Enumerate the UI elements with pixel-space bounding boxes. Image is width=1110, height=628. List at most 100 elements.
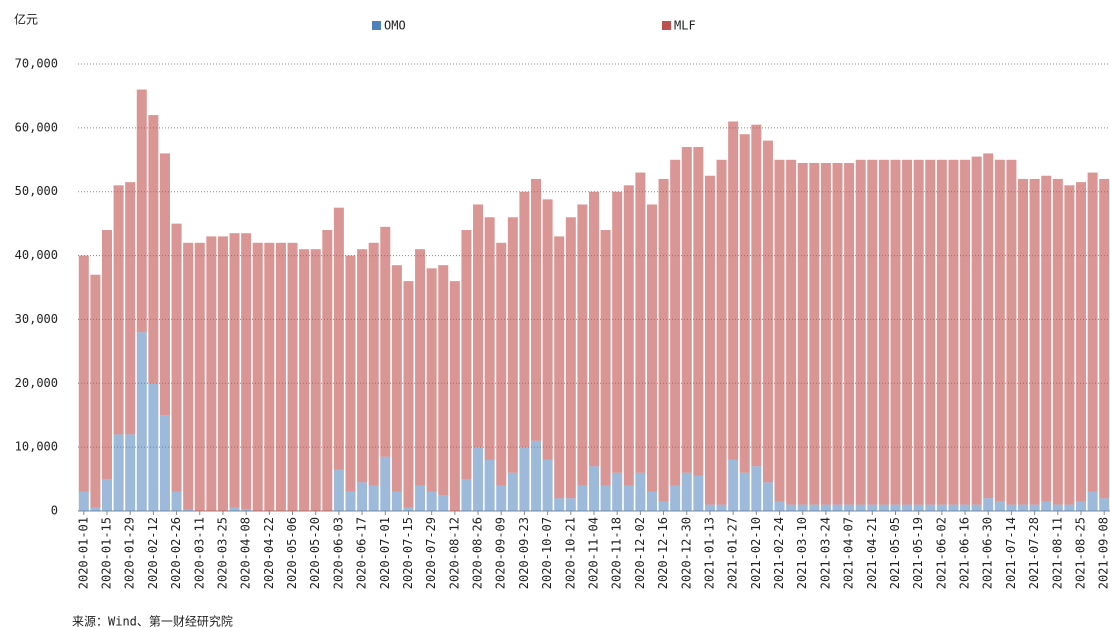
bar-segment [971,156,982,505]
bar-segment [948,504,959,511]
bar-segment [299,249,310,511]
bar-segment [519,191,530,448]
bar-segment [507,217,518,473]
bar-segment [762,140,773,483]
bar-segment [1099,178,1110,499]
bar-segment [844,162,855,505]
bar-segment [345,255,356,492]
bar-segment [391,265,402,492]
bar-segment [183,242,194,510]
y-tick-label: 10,000 [15,440,58,454]
bar-segment [623,185,634,486]
source-note: 来源：Wind、第一财经研究院 [72,614,233,628]
bar-segment [507,472,518,511]
bar-segment [159,153,170,416]
bar-segment [449,281,460,511]
bar-segment [786,159,797,505]
x-tick-label: 2020-03-11 [192,517,206,589]
bar-segment [600,485,611,511]
bar-segment [739,134,750,473]
bar-segment [275,242,286,512]
bar-segment [496,485,507,511]
bar-segment [902,504,913,511]
bar-segment [832,504,843,511]
bar-segment [113,185,124,435]
bar-segment [936,504,947,511]
bar-segment [554,236,565,499]
x-tick-label: 2021-09-08 [1097,517,1110,589]
x-tick-label: 2020-11-18 [610,517,624,589]
bar-segment [994,501,1005,511]
y-tick-label: 60,000 [15,120,58,134]
bar-segment [1076,182,1087,502]
bar-segment [890,504,901,511]
bar-segment [380,456,391,511]
bar-segment [368,242,379,486]
bar-segment [1052,178,1063,505]
x-tick-label: 2020-06-17 [355,517,369,589]
bar-segment [623,485,634,511]
bar-segment [577,204,588,486]
bar-segment [229,233,240,508]
bar-segment [565,498,576,511]
bar-segment [762,482,773,511]
bar-segment [148,383,159,511]
x-tick-label: 2020-07-29 [424,517,438,589]
bar-segment [171,223,182,492]
bar-segment [693,475,704,511]
bar-segment [878,504,889,511]
bar-segment [217,236,228,511]
bar-segment [357,249,368,483]
bar-segment [1006,159,1017,505]
y-tick-label: 40,000 [15,248,58,262]
y-tick-label: 70,000 [15,57,58,71]
bar-segment [693,147,704,476]
bar-segment [612,472,623,511]
x-tick-label: 2021-04-07 [842,517,856,589]
bar-segment [391,491,402,511]
bar-segment [589,191,599,467]
bar-segment [751,466,762,511]
bar-segment [809,162,820,505]
bar-segment [809,504,820,511]
x-tick-label: 2020-01-29 [123,517,137,589]
bar-segment [310,249,321,511]
bar-segment [716,504,727,511]
x-tick-label: 2021-03-24 [818,517,832,589]
bar-segment [125,182,136,435]
bar-segment [229,507,240,511]
bar-segment [635,172,646,473]
bar-segment [542,459,553,511]
bar-segment [983,498,994,511]
bar-segment [183,509,194,511]
bar-segment [1029,178,1040,505]
bar-segment [554,498,565,511]
bar-segment [194,242,205,512]
bar-segment [832,162,843,505]
x-tick-label: 2020-12-02 [633,517,647,589]
bar-segment [357,482,368,511]
bar-segment [78,255,89,492]
bar-segment [1018,178,1029,505]
bar-segment [646,204,657,492]
bar-segment [473,204,484,448]
bar-segment [125,434,136,511]
x-tick-label: 2020-07-01 [378,517,392,589]
bar-segment [519,447,530,511]
bar-segment [1041,175,1052,502]
bar-segment [716,159,727,505]
x-tick-label: 2020-08-12 [447,517,461,589]
bar-segment [1087,491,1098,511]
bar-segment [612,191,623,473]
bar-segment [531,178,542,441]
bar-segment [728,121,739,460]
bar-segment [890,159,901,505]
bar-segment [600,230,611,486]
x-tick-label: 2021-01-13 [702,517,716,589]
bar-segment [78,491,89,511]
bar-segment [542,199,553,460]
bar-segment [90,507,101,511]
legend-swatch [662,21,671,30]
x-tick-label: 2021-06-30 [981,517,995,589]
x-tick-label: 2020-04-08 [239,517,253,589]
